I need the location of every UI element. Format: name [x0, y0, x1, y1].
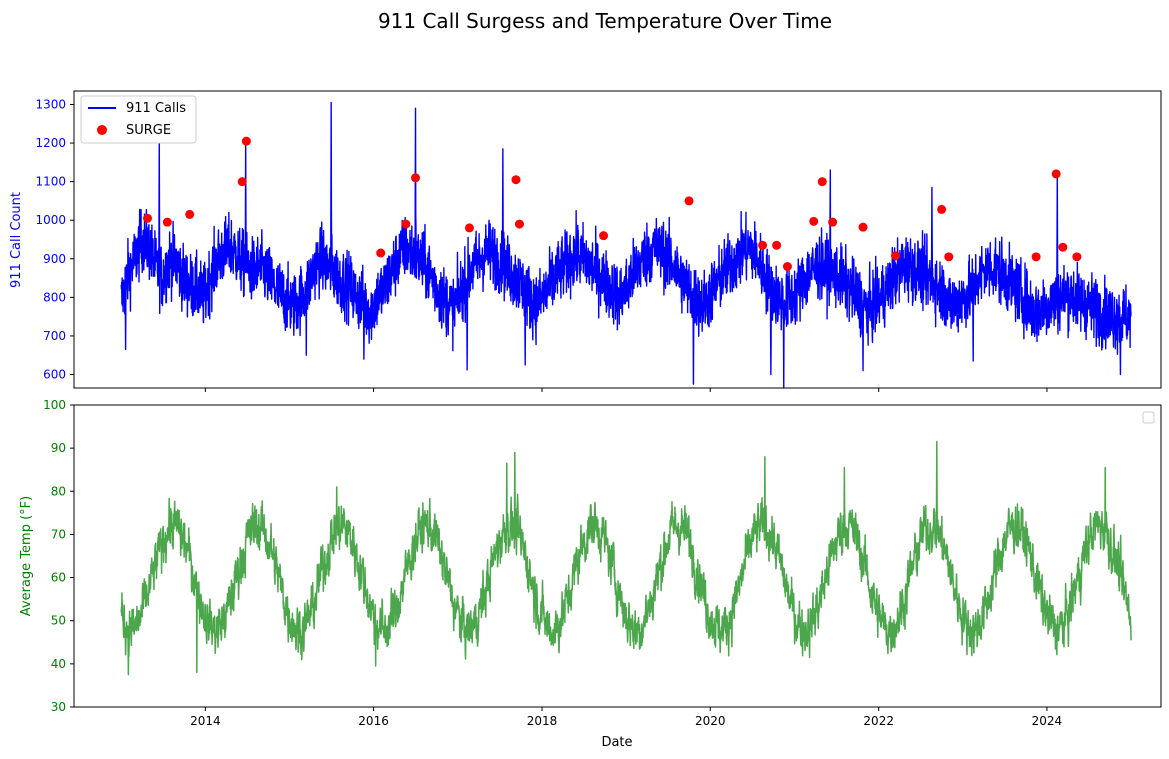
- surge-point: [858, 222, 868, 232]
- surge-point: [684, 196, 694, 206]
- y-tick-label: 30: [51, 700, 66, 714]
- temperature-legend-box: [1142, 411, 1155, 424]
- temperature-panel: 2014 2016 2018 2020 2022 2024 30 40 50 60 70 80 90 1…: [19, 398, 1162, 750]
- surge-point: [809, 216, 819, 226]
- temperature-panel-frame: [73, 404, 1162, 708]
- surge-point: [817, 177, 827, 187]
- x-tick-label: 2022: [863, 714, 894, 728]
- surge-point: [514, 219, 524, 229]
- y-tick-label: 100: [43, 398, 66, 412]
- y-tick-label: 40: [51, 657, 66, 671]
- surge-point: [758, 240, 768, 250]
- calls-legend: 911 Calls SURGE: [80, 95, 197, 144]
- y-tick-label: 50: [51, 614, 66, 628]
- x-tick-label: 2020: [695, 714, 726, 728]
- surge-point: [376, 248, 386, 258]
- y-tick-label: 800: [43, 290, 66, 304]
- figure-title: 911 Call Surgess and Temperature Over Ti…: [378, 9, 832, 33]
- y-tick-label: 1200: [35, 136, 66, 150]
- surge-point: [1072, 252, 1082, 262]
- calls-panel: 600 700 800 900 1000 1100 1200 1300 911 Call Co…: [9, 90, 1162, 392]
- y-tick-label: 1100: [35, 175, 66, 189]
- surge-point: [185, 209, 195, 219]
- y-tick-label: 1000: [35, 213, 66, 227]
- y-tick-label: 1300: [35, 98, 66, 112]
- calls-y-label: 911 Call Count: [9, 192, 24, 288]
- y-tick-label: 700: [43, 329, 66, 343]
- surge-point: [937, 204, 947, 214]
- surge-point: [944, 252, 954, 262]
- temperature-y-label: Average Temp (°F): [19, 496, 34, 616]
- surge-point: [401, 219, 411, 229]
- legend-label-calls: 911 Calls: [126, 101, 186, 116]
- y-tick-label: 80: [51, 484, 66, 498]
- surge-point: [411, 173, 421, 183]
- surge-point: [143, 213, 153, 223]
- surge-point: [1058, 242, 1068, 252]
- surge-point: [828, 217, 838, 227]
- surge-point: [599, 231, 609, 241]
- surge-point: [891, 251, 901, 261]
- legend-marker-swatch: [97, 125, 107, 135]
- series-911-calls-line: [120, 101, 1132, 389]
- y-tick-label: 600: [43, 368, 66, 382]
- surge-point: [464, 223, 474, 233]
- x-tick-label: 2018: [527, 714, 558, 728]
- legend-label-surge: SURGE: [126, 123, 171, 138]
- x-tick-label: 2016: [358, 714, 389, 728]
- calls-x-ticks: [204, 388, 1048, 392]
- calls-y-ticks: 600 700 800 900 1000 1100 1200 1300: [35, 98, 74, 382]
- surge-point: [1031, 252, 1041, 262]
- surge-point: [237, 177, 247, 187]
- surge-point: [782, 262, 792, 271]
- temperature-x-ticks: 2014 2016 2018 2020 2022 2024: [190, 707, 1062, 728]
- y-tick-label: 90: [51, 441, 66, 455]
- surge-point: [772, 240, 782, 250]
- temperature-y-ticks: 30 40 50 60 70 80 90 100: [43, 398, 74, 714]
- x-tick-label: 2014: [190, 714, 221, 728]
- calls-panel-frame: [73, 90, 1162, 389]
- y-tick-label: 70: [51, 527, 66, 541]
- y-tick-label: 60: [51, 571, 66, 585]
- surge-point: [1051, 169, 1061, 179]
- x-axis-label: Date: [601, 735, 632, 750]
- surge-point: [241, 136, 251, 146]
- x-tick-label: 2024: [1032, 714, 1063, 728]
- series-temperature-line: [120, 440, 1132, 676]
- y-tick-label: 900: [43, 252, 66, 266]
- surge-point: [511, 175, 521, 185]
- surge-point: [162, 217, 172, 227]
